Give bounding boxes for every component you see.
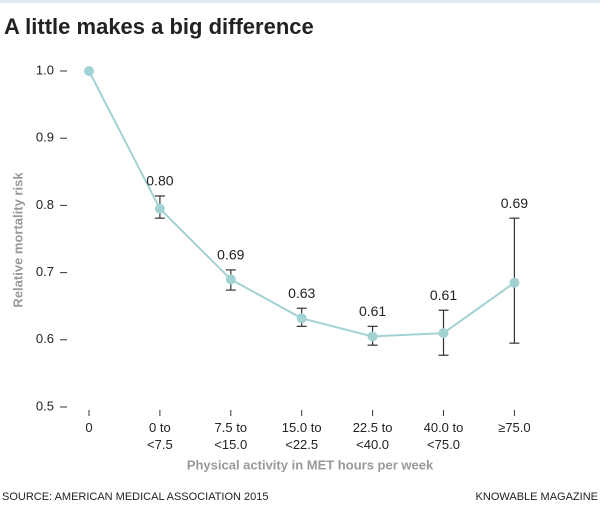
x-tick-label: 40.0 to <75.0 [423,420,464,452]
x-tick-label: 7.5 to <15.0 [214,420,248,452]
y-tick-label: 0.6 [36,331,54,346]
y-tick-label: 0.9 [36,130,54,145]
credit: KNOWABLE MAGAZINE [476,491,598,503]
y-tick-label: 0.8 [36,197,54,212]
data-label: 0.61 [359,303,386,319]
data-label: 0.63 [288,285,315,301]
top-rule [0,0,600,3]
data-point [438,328,449,339]
data-point [84,66,94,76]
x-tick-label: 0 [85,420,93,435]
data-point [154,203,165,214]
x-tick-label: 22.5 to <40.0 [352,420,393,452]
source: SOURCE: AMERICAN MEDICAL ASSOCIATION 201… [2,491,269,503]
data-point [509,277,520,288]
data-label: 0.69 [217,247,244,263]
data-point [296,313,307,324]
data-label: 0.61 [430,287,457,303]
x-tick-label: 15.0 to <22.5 [281,420,322,452]
y-tick-label: 1.0 [36,62,54,77]
x-axis-title: Physical activity in MET hours per week [187,457,434,472]
data-point [367,331,378,342]
y-tick-label: 0.5 [36,398,54,413]
data-label: 0.80 [146,173,173,189]
x-tick-label: ≥75.0 [498,420,531,435]
y-tick-label: 0.7 [36,264,54,279]
chart-title: A little makes a big difference [4,14,314,39]
data-point [225,274,236,285]
y-axis-title: Relative mortality risk [10,172,25,308]
x-tick-label: 0 to <7.5 [147,420,173,452]
data-label: 0.69 [501,195,528,211]
